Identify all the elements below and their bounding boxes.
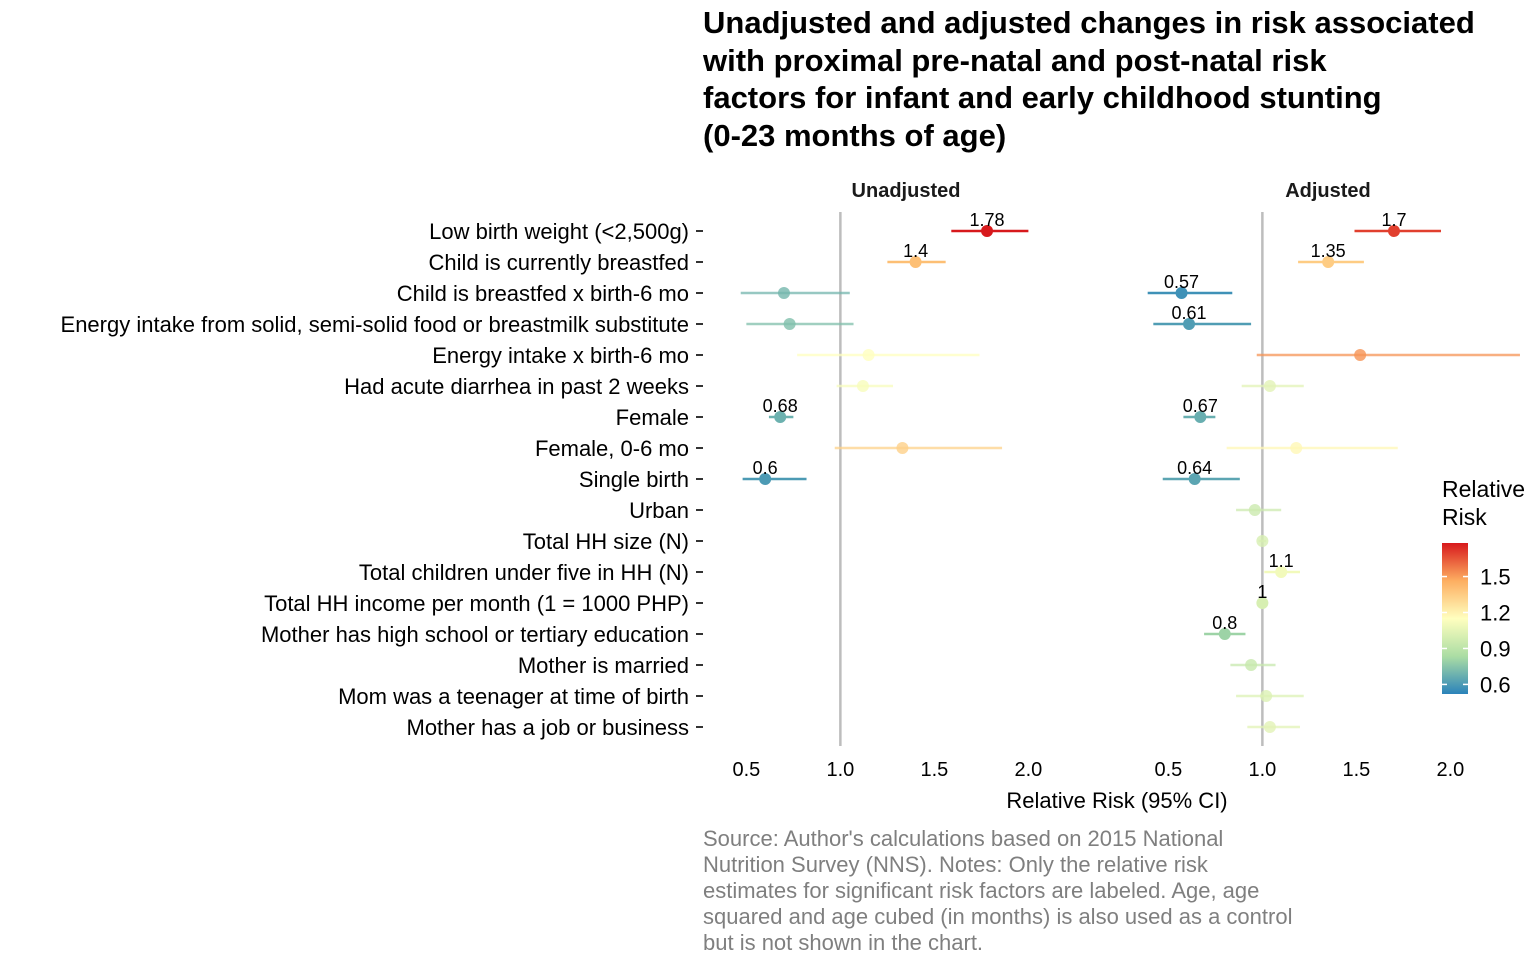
estimate-point (896, 442, 909, 454)
estimate-point (856, 380, 869, 392)
caption-line: squared and age cubed (in months) is als… (703, 904, 1292, 929)
color-legend: Relative Risk 0.6 0.9 1.2 1.5 (1442, 476, 1525, 697)
estimate-point (1263, 721, 1276, 733)
estimate-point (1387, 225, 1400, 237)
estimate-point (1263, 380, 1276, 392)
x-tick-label: 2.0 (1436, 759, 1464, 781)
row-label: Total HH size (N) (523, 529, 689, 554)
data-label: 0.8 (1212, 613, 1237, 633)
estimate-point (981, 225, 994, 237)
data-label: 1.1 (1269, 551, 1294, 571)
estimate-point (1290, 442, 1303, 454)
chart-title-line: Unadjusted and adjusted changes in risk … (703, 5, 1475, 40)
facet-label: Adjusted (1285, 180, 1371, 202)
estimate-point (1175, 287, 1188, 299)
data-label: 0.68 (763, 396, 798, 416)
row-label: Energy intake x birth-6 mo (432, 343, 689, 368)
legend-title-line: Risk (1442, 504, 1487, 530)
data-label: 1 (1257, 582, 1267, 602)
row-label: Child is currently breastfed (429, 250, 689, 275)
caption-line: but is not shown in the chart. (703, 930, 983, 955)
row-label: Mother is married (518, 653, 689, 678)
row-label: Urban (629, 498, 689, 523)
caption-line: estimates for significant risk factors a… (703, 878, 1259, 903)
x-tick-label: 1.5 (920, 759, 948, 781)
legend-tick-label: 1.2 (1480, 601, 1511, 626)
x-axis-title: Relative Risk (95% CI) (1006, 788, 1227, 813)
estimate-point (1256, 597, 1269, 609)
data-label: 0.57 (1164, 272, 1199, 292)
chart-caption: Source: Author's calculations based on 2… (703, 826, 1292, 955)
estimate-point (1245, 659, 1258, 671)
row-label: Had acute diarrhea in past 2 weeks (344, 374, 689, 399)
caption-line: Nutrition Survey (NNS). Notes: Only the … (703, 852, 1209, 877)
estimate-point (1275, 566, 1288, 578)
chart-title-line: factors for infant and early childhood s… (703, 80, 1382, 115)
data-label: 1.7 (1381, 210, 1406, 230)
row-label: Female, 0-6 mo (535, 436, 689, 461)
estimate-point (783, 318, 796, 330)
estimate-point (759, 473, 772, 485)
row-label: Mother has high school or tertiary educa… (261, 622, 689, 647)
x-tick-label: 2.0 (1014, 759, 1042, 781)
row-label: Female (616, 405, 689, 430)
legend-colorbar (1442, 543, 1468, 694)
row-label: Total HH income per month (1 = 1000 PHP) (264, 591, 689, 616)
estimate-point (1194, 411, 1207, 423)
data-label: 0.64 (1177, 458, 1212, 478)
chart-title-line: with proximal pre-natal and post-natal r… (702, 43, 1327, 78)
row-label: Total children under five in HH (N) (359, 560, 689, 585)
estimate-point (1354, 349, 1367, 361)
legend-title-line: Relative (1442, 476, 1525, 502)
row-label: Low birth weight (<2,500g) (429, 219, 689, 244)
row-label: Child is breastfed x birth-6 mo (397, 281, 689, 306)
legend-tick-label: 1.5 (1480, 565, 1511, 590)
estimate-point (1248, 504, 1261, 516)
row-label: Mom was a teenager at time of birth (338, 684, 689, 709)
estimate-point (1322, 256, 1335, 268)
legend-tick-label: 0.9 (1480, 636, 1511, 661)
row-label: Energy intake from solid, semi-solid foo… (61, 312, 689, 337)
x-tick-label: 1.0 (1248, 759, 1276, 781)
x-tick-label: 1.5 (1342, 759, 1370, 781)
estimate-point (1183, 318, 1196, 330)
row-label: Single birth (579, 467, 689, 492)
data-label: 1.4 (903, 241, 928, 261)
panel-unadjusted: Unadjusted 0.5 1.0 1.5 2.0 1.78 1.4 0.68 0.6 (732, 180, 1042, 781)
x-tick-label: 0.5 (1154, 759, 1182, 781)
x-tick-label: 1.0 (826, 759, 854, 781)
estimate-point (1256, 535, 1269, 547)
estimate-point (909, 256, 922, 268)
caption-line: Source: Author's calculations based on 2… (703, 826, 1223, 851)
x-tick-label: 0.5 (732, 759, 760, 781)
estimate-point (777, 287, 790, 299)
data-label: 0.6 (753, 458, 778, 478)
estimate-point (774, 411, 787, 423)
row-label: Mother has a job or business (407, 715, 690, 740)
data-label: 0.61 (1172, 303, 1207, 323)
estimate-point (862, 349, 875, 361)
estimate-point (1218, 628, 1231, 640)
legend-tick-label: 0.6 (1480, 672, 1511, 697)
data-label: 1.35 (1311, 241, 1346, 261)
estimate-point (1188, 473, 1201, 485)
data-label: 1.78 (970, 210, 1005, 230)
facet-label: Unadjusted (852, 180, 961, 202)
data-label: 0.67 (1183, 396, 1218, 416)
estimate-point (1260, 690, 1273, 702)
chart-title: Unadjusted and adjusted changes in risk … (702, 5, 1475, 153)
chart-title-line: (0-23 months of age) (703, 118, 1006, 153)
row-labels: Low birth weight (<2,500g) Child is curre… (61, 219, 703, 740)
